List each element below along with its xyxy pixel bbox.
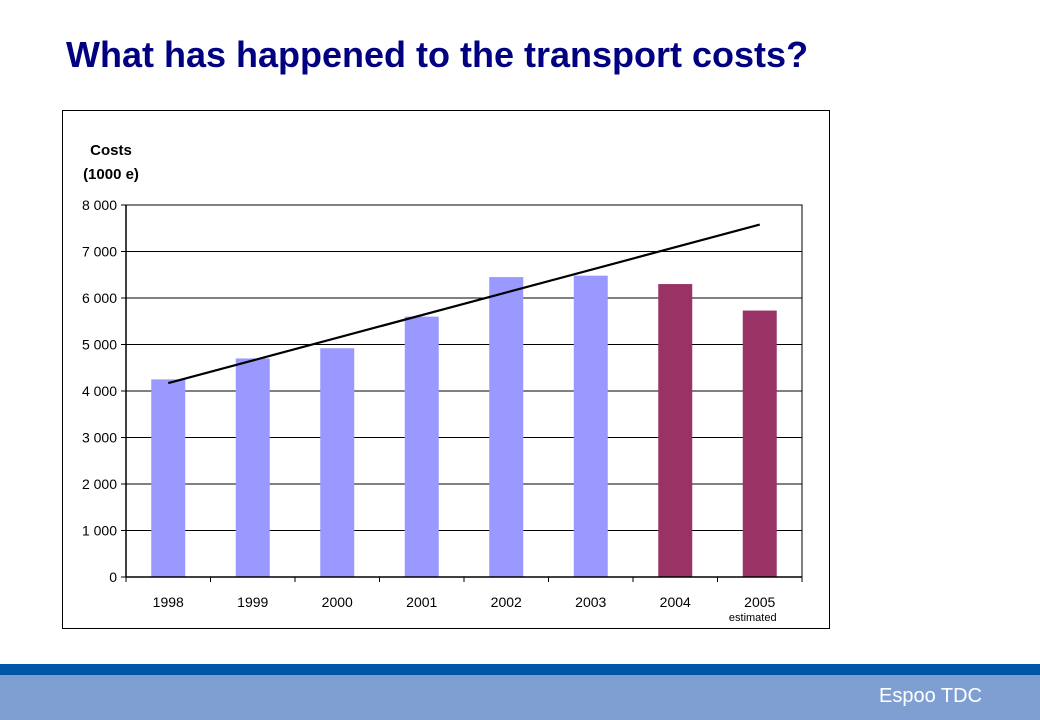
y-tick-label: 2 000 xyxy=(82,476,117,492)
bar-chart: Costs (1000 e) 0 1 000 2 000 3 000 4 000 5 000… xyxy=(82,142,803,624)
bar-2000 xyxy=(320,348,355,577)
y-tick-label: 5 000 xyxy=(82,337,117,353)
bar-2005 xyxy=(742,310,777,577)
y-axis-label-line: (1000 e) xyxy=(83,166,139,183)
bar-2002 xyxy=(489,277,524,577)
x-tick-label: 2000 xyxy=(322,594,353,610)
footer-bar: Espoo TDC xyxy=(0,675,1040,720)
y-tick-label: 8 000 xyxy=(82,197,117,213)
y-tick-label: 0 xyxy=(109,569,117,585)
footer-stripe xyxy=(0,664,1040,675)
y-tick-label: 7 000 xyxy=(82,244,117,260)
x-tick-label: 2001 xyxy=(406,594,437,610)
bar-1998 xyxy=(151,379,186,577)
bar-2003 xyxy=(573,275,608,577)
y-tick-label: 3 000 xyxy=(82,430,117,446)
x-tick-label: 1998 xyxy=(153,594,184,610)
trend-line-group xyxy=(167,223,761,385)
bar-2001 xyxy=(404,316,439,577)
x-tick-label: 2004 xyxy=(660,594,691,610)
x-tick-labels: 1998 1999 2000 2001 2002 2003 2004 2005 estimate… xyxy=(153,594,777,624)
y-tick-label: 4 000 xyxy=(82,383,117,399)
x-tick-label: 1999 xyxy=(237,594,268,610)
y-tick-labels: 0 1 000 2 000 3 000 4 000 5 000 6 000 7 000 8 00… xyxy=(82,197,117,585)
y-axis-label: Costs (1000 e) xyxy=(83,142,139,183)
bar-2004 xyxy=(658,284,693,577)
bars xyxy=(151,275,777,577)
x-tick-label: 2005 xyxy=(744,594,775,610)
x-tick-note: estimated xyxy=(729,612,777,624)
y-axis-label-line: Costs xyxy=(90,142,132,159)
chart-frame: Costs (1000 e) 0 1 000 2 000 3 000 4 000 5 000… xyxy=(62,110,830,629)
trend-line xyxy=(167,223,761,385)
axes xyxy=(121,204,803,582)
x-tick-label: 2003 xyxy=(575,594,606,610)
y-tick-label: 6 000 xyxy=(82,290,117,306)
x-tick-label: 2002 xyxy=(491,594,522,610)
slide-title: What has happened to the transport costs… xyxy=(66,34,809,75)
bar-1999 xyxy=(235,358,270,577)
footer-label: Espoo TDC xyxy=(878,685,982,707)
y-tick-label: 1 000 xyxy=(82,523,117,539)
